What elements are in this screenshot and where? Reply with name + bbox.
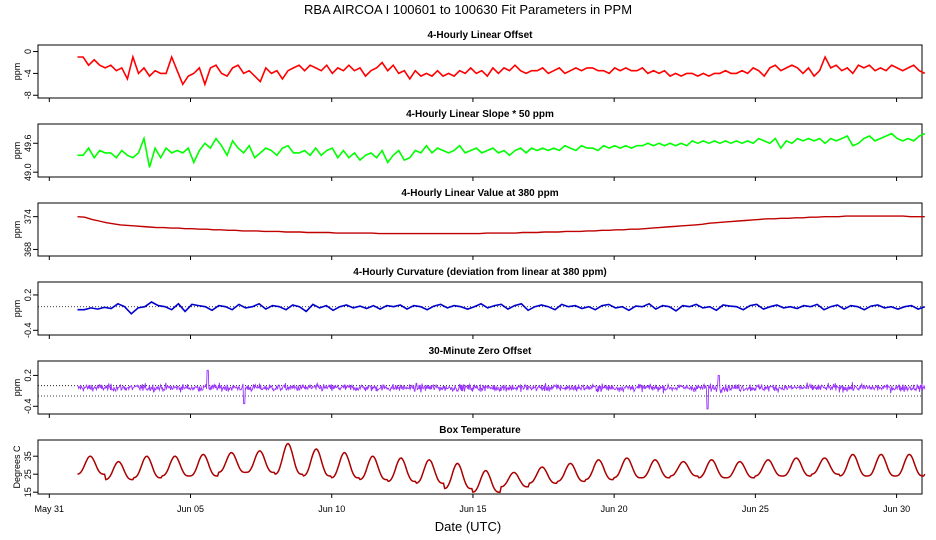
y-axis-label: ppm — [12, 300, 22, 318]
x-tick-label: Jun 25 — [742, 504, 769, 514]
x-tick-label: Jun 10 — [318, 504, 345, 514]
y-tick-label: -0.4 — [23, 323, 33, 339]
panel-1: 4-Hourly Linear Offset ppm 0 -4 -8 — [12, 30, 926, 102]
x-tick-label: Jun 20 — [601, 504, 628, 514]
y-tick-label: -4 — [23, 69, 33, 77]
y-axis-label: ppm — [12, 379, 22, 397]
y-tick-label: 0.2 — [23, 369, 33, 382]
series-line — [77, 301, 926, 315]
panel-2: 4-Hourly Linear Slope * 50 ppm ppm 49.6 49.… — [12, 109, 926, 181]
x-tick-label: Jun 30 — [883, 504, 910, 514]
y-axis-label: ppm — [12, 63, 22, 81]
series-line — [77, 54, 926, 87]
series-line — [77, 442, 926, 493]
panel-frame — [37, 123, 923, 178]
x-tick-label: Jun 15 — [459, 504, 486, 514]
y-tick-label: -8 — [23, 91, 33, 99]
y-tick-label: -0.4 — [23, 399, 33, 415]
panel-4: 4-Hourly Curvature (deviation from linea… — [12, 267, 926, 339]
series-line — [77, 132, 926, 168]
y-axis-label: Degrees C — [12, 445, 22, 489]
panel-title: 30-Minute Zero Offset — [429, 346, 532, 357]
y-axis-label: ppm — [12, 221, 22, 239]
y-tick-label: 49.6 — [23, 135, 33, 153]
y-axis-label: ppm — [12, 142, 22, 160]
panel-title: 4-Hourly Linear Slope * 50 ppm — [406, 109, 554, 120]
y-tick-label: 0 — [23, 49, 33, 54]
x-axis-label: Date (UTC) — [435, 519, 501, 534]
x-tick-label: Jun 05 — [177, 504, 204, 514]
panel-title: 4-Hourly Curvature (deviation from linea… — [353, 267, 606, 278]
panel-title: Box Temperature — [439, 425, 521, 436]
y-tick-label: 25 — [23, 469, 33, 479]
panel-6: Box Temperature Degrees C 35 25 15 — [12, 425, 926, 498]
y-tick-label: 0.2 — [23, 289, 33, 302]
panel-frame — [37, 202, 923, 257]
y-tick-label: 374 — [23, 209, 33, 224]
series-points — [77, 369, 926, 410]
panel-frame — [37, 439, 923, 495]
x-tick-label: May 31 — [35, 504, 65, 514]
y-tick-label: 15 — [23, 487, 33, 497]
figure-title: RBA AIRCOA I 100601 to 100630 Fit Parame… — [304, 2, 632, 17]
y-tick-label: 49.0 — [23, 163, 33, 181]
panel-title: 4-Hourly Linear Offset — [427, 30, 533, 41]
x-axis: May 31 Jun 05 Jun 10 Jun 15 Jun 20 Jun 25 Jun … — [35, 504, 911, 514]
y-tick-label: 35 — [23, 451, 33, 461]
y-tick-label: 368 — [23, 242, 33, 257]
panel-title: 4-Hourly Linear Value at 380 ppm — [401, 188, 558, 199]
series-line — [77, 215, 925, 235]
